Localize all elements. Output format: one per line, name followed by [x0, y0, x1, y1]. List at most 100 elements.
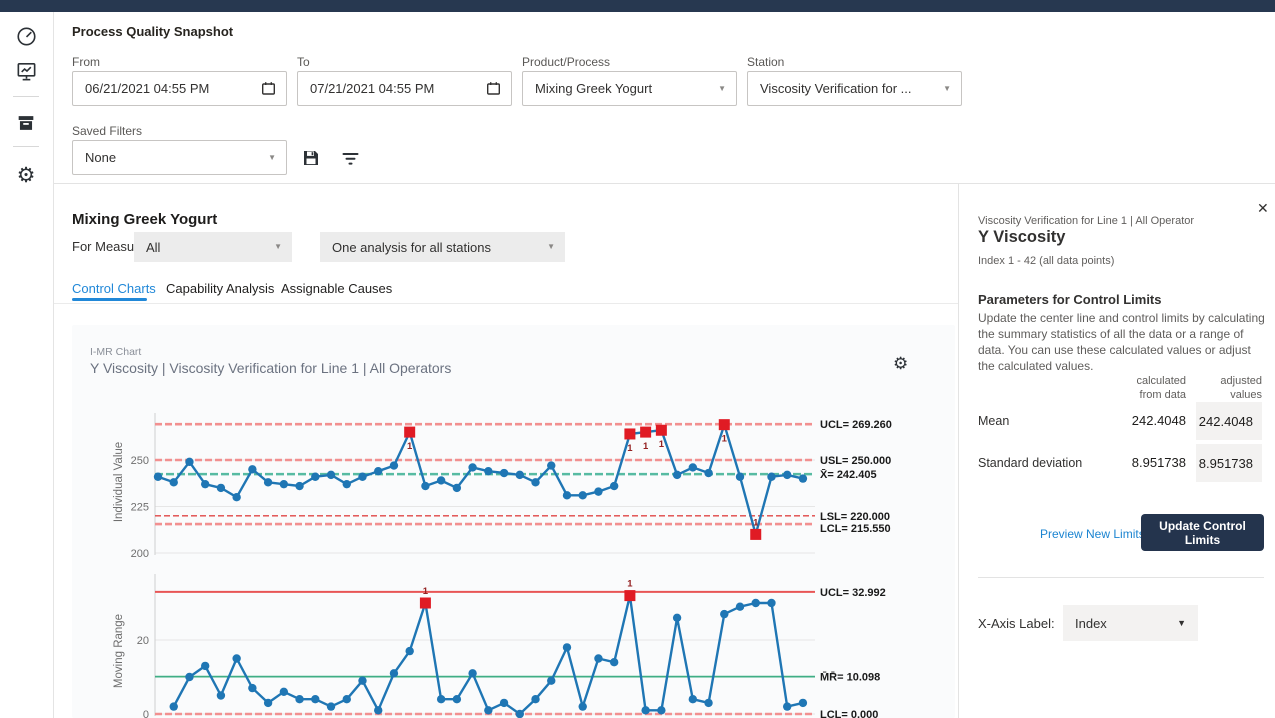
svg-text:0: 0: [143, 709, 149, 718]
gear-icon: ⚙: [17, 165, 36, 186]
svg-text:1: 1: [643, 441, 649, 452]
sidebar-divider: [13, 146, 39, 147]
archive-box-icon: [15, 112, 37, 134]
measure-select[interactable]: All ▼: [134, 232, 292, 262]
individual-value-chart[interactable]: 111111250225200UCL= 269.260USL= 250.000X…: [72, 405, 955, 570]
chevron-down-icon: ▼: [718, 85, 726, 93]
filter-button[interactable]: [340, 148, 360, 168]
preview-new-limits-link[interactable]: Preview New Limits: [1040, 527, 1145, 541]
stddev-row-label: Standard deviation: [978, 456, 1082, 470]
svg-text:200: 200: [131, 548, 149, 560]
from-label: From: [72, 55, 100, 69]
from-date-input[interactable]: 06/21/2021 04:55 PM: [72, 71, 287, 106]
svg-text:LCL= 215.550: LCL= 215.550: [820, 523, 891, 535]
panel-subtitle: Viscosity Verification for Line 1 | All …: [978, 215, 1194, 227]
section-divider: [54, 183, 1275, 184]
chevron-down-icon: ▼: [274, 243, 282, 251]
svg-text:M̄R̄= 10.098: M̄R̄= 10.098: [820, 671, 880, 683]
svg-text:250: 250: [131, 455, 149, 467]
svg-text:X̄= 242.405: X̄= 242.405: [820, 469, 877, 481]
sidebar-item-dashboard[interactable]: [13, 23, 39, 49]
station-select[interactable]: Viscosity Verification for ... ▼: [747, 71, 962, 106]
product-process-select[interactable]: Mixing Greek Yogurt ▼: [522, 71, 737, 106]
save-icon: [302, 149, 320, 167]
to-date-input[interactable]: 07/21/2021 04:55 PM: [297, 71, 512, 106]
page-title: Process Quality Snapshot: [72, 24, 233, 39]
xaxis-value: Index: [1075, 616, 1177, 631]
sidebar: ⚙: [0, 12, 54, 718]
chart-settings-gear-icon[interactable]: ⚙: [893, 355, 908, 372]
app-root: ⚙ Process Quality Snapshot From 06/21/20…: [0, 0, 1275, 718]
calculated-column-header: calculated from data: [1096, 374, 1186, 403]
chevron-down-icon: ▼: [547, 243, 555, 251]
calendar-icon: [261, 81, 276, 96]
analysis-mode-select[interactable]: One analysis for all stations ▼: [320, 232, 565, 262]
measure-value: All: [146, 240, 274, 255]
mean-calculated-value: 242.4048: [1096, 413, 1186, 428]
station-value: Viscosity Verification for ...: [760, 81, 943, 96]
product-process-label: Product/Process: [522, 55, 610, 69]
moving-range-chart[interactable]: 1 1 20 0 UCL= 32.992 M̄R̄= 10.098 LCL= 0.000: [72, 570, 955, 718]
xaxis-label: X-Axis Label:: [978, 616, 1055, 631]
sidebar-item-monitoring[interactable]: [13, 58, 39, 84]
gauge-icon: [15, 25, 38, 48]
station-label: Station: [747, 55, 784, 69]
svg-text:225: 225: [131, 502, 149, 514]
close-icon[interactable]: ✕: [1257, 201, 1269, 215]
active-tab-indicator: [72, 298, 147, 301]
svg-text:1: 1: [423, 586, 429, 597]
index-range-label: Index 1 - 42 (all data points): [978, 255, 1114, 267]
save-filter-button[interactable]: [300, 147, 322, 169]
sidebar-item-processes[interactable]: [13, 110, 39, 136]
svg-text:UCL= 32.992: UCL= 32.992: [820, 587, 886, 599]
right-panel-divider: [958, 183, 959, 718]
chevron-down-icon: ▼: [1177, 619, 1186, 628]
mean-row-label: Mean: [978, 414, 1009, 428]
product-process-value: Mixing Greek Yogurt: [535, 81, 718, 96]
top-navbar: [0, 0, 1275, 12]
params-heading: Parameters for Control Limits: [978, 292, 1162, 307]
chevron-down-icon: ▼: [268, 154, 276, 162]
saved-filters-select[interactable]: None ▼: [72, 140, 287, 175]
saved-filters-value: None: [85, 150, 268, 165]
tab-control-charts[interactable]: Control Charts: [72, 281, 156, 296]
monitor-chart-icon: [15, 60, 38, 83]
sidebar-divider: [13, 96, 39, 97]
tab-assignable-causes[interactable]: Assignable Causes: [281, 281, 392, 296]
mean-adjusted-input[interactable]: 242.4048: [1196, 402, 1262, 440]
to-date-value: 07/21/2021 04:55 PM: [310, 81, 486, 96]
svg-text:LSL= 220.000: LSL= 220.000: [820, 511, 890, 523]
analysis-mode-value: One analysis for all stations: [332, 240, 547, 255]
svg-text:USL= 250.000: USL= 250.000: [820, 455, 891, 467]
saved-filters-label: Saved Filters: [72, 124, 142, 138]
calendar-icon: [486, 81, 501, 96]
tabs-divider: [54, 303, 958, 304]
mean-adjusted-value: 242.4048: [1199, 414, 1253, 429]
svg-text:20: 20: [137, 635, 149, 647]
stddev-adjusted-input[interactable]: 8.951738: [1196, 444, 1262, 482]
chart-title: Y Viscosity | Viscosity Verification for…: [90, 360, 451, 376]
stddev-adjusted-value: 8.951738: [1199, 456, 1253, 471]
filter-list-icon: [342, 151, 359, 166]
process-title: Mixing Greek Yogurt: [72, 211, 217, 228]
svg-text:1: 1: [753, 517, 759, 528]
chart-type-label: I-MR Chart: [90, 346, 141, 358]
svg-text:LCL= 0.000: LCL= 0.000: [820, 709, 878, 718]
tab-capability-analysis[interactable]: Capability Analysis: [166, 281, 274, 296]
svg-text:UCL= 269.260: UCL= 269.260: [820, 419, 892, 431]
panel-title: Y Viscosity: [978, 228, 1065, 247]
svg-text:1: 1: [407, 441, 413, 452]
svg-text:1: 1: [627, 579, 633, 590]
adjusted-column-header: adjusted values: [1186, 374, 1262, 403]
svg-text:1: 1: [627, 443, 633, 454]
sidebar-item-settings[interactable]: ⚙: [13, 162, 39, 188]
panel-divider: [978, 577, 1264, 578]
update-control-limits-button[interactable]: Update Control Limits: [1141, 514, 1264, 551]
params-description: Update the center line and control limit…: [978, 310, 1270, 374]
svg-text:1: 1: [722, 434, 728, 445]
xaxis-select[interactable]: Index ▼: [1063, 605, 1198, 641]
stddev-calculated-value: 8.951738: [1096, 455, 1186, 470]
svg-text:1: 1: [659, 439, 665, 450]
chevron-down-icon: ▼: [943, 85, 951, 93]
to-label: To: [297, 55, 310, 69]
